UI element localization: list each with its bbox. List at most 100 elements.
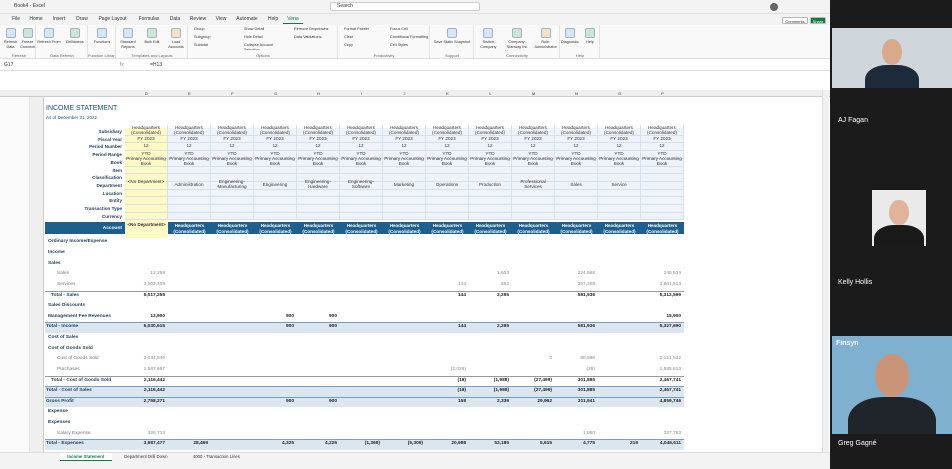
button-label: Subgroup: [194, 35, 211, 39]
search-box[interactable]: Search: [330, 2, 480, 11]
ribbon-tab[interactable]: Data: [169, 16, 181, 22]
ribbon-button[interactable]: Data Validations: [289, 35, 337, 42]
ribbon-button[interactable]: Freeze Connection: [20, 27, 35, 51]
avatar[interactable]: [770, 3, 778, 11]
ribbon-tab[interactable]: View: [215, 16, 227, 22]
value-cell: 3,987,477: [143, 441, 165, 447]
filter-cell: Primary Accounting Book: [340, 155, 383, 167]
filter-cell: Primary Accounting Book: [211, 155, 254, 167]
header-label: Account: [102, 226, 122, 232]
button-label: Hide Detail: [244, 35, 263, 39]
value-cell: 1,603: [496, 271, 509, 277]
value-cell: 2,467,741: [659, 377, 681, 383]
ribbon-button[interactable]: Help: [581, 27, 599, 51]
group-label: Productivity: [373, 53, 395, 58]
account-label: Management Fee Revenues: [48, 313, 111, 319]
ribbon-tab[interactable]: Help: [267, 16, 279, 22]
ribbon-button[interactable]: Load Accounts: [165, 27, 187, 51]
filter-label: Item: [112, 167, 122, 173]
ribbon-button[interactable]: Show Detail: [239, 27, 287, 34]
ribbon-button[interactable]: Drilldowns: [63, 27, 87, 51]
filter-cell: FY 2023: [469, 135, 512, 144]
value-cell: 2,116,442: [143, 377, 165, 383]
window-button[interactable]: Share: [810, 17, 826, 24]
value-cell: 327,763: [663, 430, 681, 436]
value-cell: 581,936: [577, 324, 595, 330]
ribbon-button[interactable]: Hide Detail: [239, 35, 287, 42]
header-cell: Headquarters (Consolidated): [646, 223, 679, 234]
header-row: [45, 222, 684, 235]
filter-cell: [598, 166, 641, 175]
video-feed[interactable]: [872, 190, 926, 246]
ribbon-button[interactable]: Remove Dropdowns: [289, 27, 337, 34]
filter-cell: Professional Services: [512, 178, 555, 190]
participant-name: Greg Gagné: [838, 440, 877, 447]
table-row: [45, 344, 684, 355]
video-feed[interactable]: [832, 28, 952, 88]
value-cell: 900: [328, 324, 337, 330]
table-row: [45, 333, 684, 344]
filter-cell: Headquarters (Consolidated): [383, 125, 426, 136]
ribbon-button[interactable]: Collapse Account Selection: [239, 43, 287, 50]
value-cell: (5,309): [407, 441, 423, 447]
value-cell: (1,369): [364, 441, 380, 447]
filter-cell: Primary Accounting Book: [383, 155, 426, 167]
video-feed[interactable]: Finsyn: [832, 336, 952, 434]
account-label: Sales: [57, 271, 69, 277]
ribbon-button[interactable]: Cell Styles: [385, 43, 429, 50]
ribbon-tab[interactable]: Automate: [236, 16, 258, 22]
ribbon-tab[interactable]: File: [11, 16, 21, 22]
ribbon-button[interactable]: Copy: [339, 43, 383, 50]
ribbon-button[interactable]: Functions: [89, 27, 115, 51]
filter-cell: [211, 197, 254, 205]
ribbon-button[interactable]: Diagnostics: [561, 27, 579, 51]
table-row: [45, 237, 684, 248]
window-button[interactable]: Comments: [782, 17, 808, 24]
ribbon-button[interactable]: Save Static Snapshot: [431, 27, 473, 51]
ribbon-button[interactable]: Refresh Data: [3, 27, 18, 51]
value-cell: 2,034,546: [143, 356, 165, 362]
filter-cell: [383, 212, 426, 221]
ribbon-button[interactable]: Switch Company: [475, 27, 502, 51]
ribbon-button[interactable]: Refresh From: [37, 27, 61, 51]
filter-cell: [555, 189, 598, 198]
ribbon-button[interactable]: Subtotal: [189, 43, 237, 50]
ribbon-button[interactable]: Format Painter: [339, 27, 383, 34]
ribbon-button[interactable]: Focus Cell: [385, 27, 429, 34]
filter-cell: FY 2023: [340, 135, 383, 144]
ribbon-tab[interactable]: Insert: [52, 16, 66, 22]
table-row: [45, 301, 684, 312]
value-cell: 144: [457, 324, 466, 330]
header-cell: Headquarters (Consolidated): [345, 223, 378, 234]
sheet-tab[interactable]: 4000 - Transaction Lines: [192, 454, 240, 459]
value-cell: (1,988): [493, 377, 509, 383]
ribbon-tab[interactable]: Home: [29, 16, 43, 22]
ribbon-button[interactable]: Conditional Formatting: [385, 35, 429, 42]
button-icon: [565, 28, 575, 38]
ribbon-button[interactable]: Clear: [339, 35, 383, 42]
account-label: Cost of Sales: [48, 335, 79, 341]
ribbon-tab[interactable]: Page Layout: [98, 16, 127, 22]
value-cell: (28): [586, 366, 595, 372]
sheet-tab[interactable]: Income Statement: [60, 453, 112, 461]
ribbon-button[interactable]: Company: Stanway Inc Manufacturing US: [504, 27, 531, 51]
filter-cell: YTD: [168, 151, 211, 159]
value-cell: 2,116,442: [143, 388, 165, 394]
name-box[interactable]: G17: [4, 62, 14, 68]
ribbon-tab[interactable]: Draw: [76, 16, 88, 22]
sheet-tab[interactable]: Department Drill Down: [124, 454, 168, 459]
ribbon-button[interactable]: Bulk Edit: [141, 27, 163, 51]
value-cell: 28,469: [193, 441, 208, 447]
title-bar: Book4 - Excel Search: [0, 0, 830, 14]
ribbon-tab[interactable]: Formulas: [138, 16, 160, 22]
formula[interactable]: =H13: [150, 62, 163, 68]
filter-cell: [383, 166, 426, 175]
ribbon-tab[interactable]: Vena: [283, 16, 303, 24]
ribbon-button[interactable]: Group: [189, 27, 237, 34]
filter-cell: Headquarters (Consolidated): [512, 125, 555, 136]
ribbon-button[interactable]: Role: Administrator: [532, 27, 559, 51]
ribbon-button[interactable]: Subgroup: [189, 35, 237, 42]
ribbon-tab[interactable]: Review: [189, 16, 207, 22]
value-cell: 5,030,615: [143, 324, 165, 330]
ribbon-button[interactable]: Standard Reports: [117, 27, 139, 51]
